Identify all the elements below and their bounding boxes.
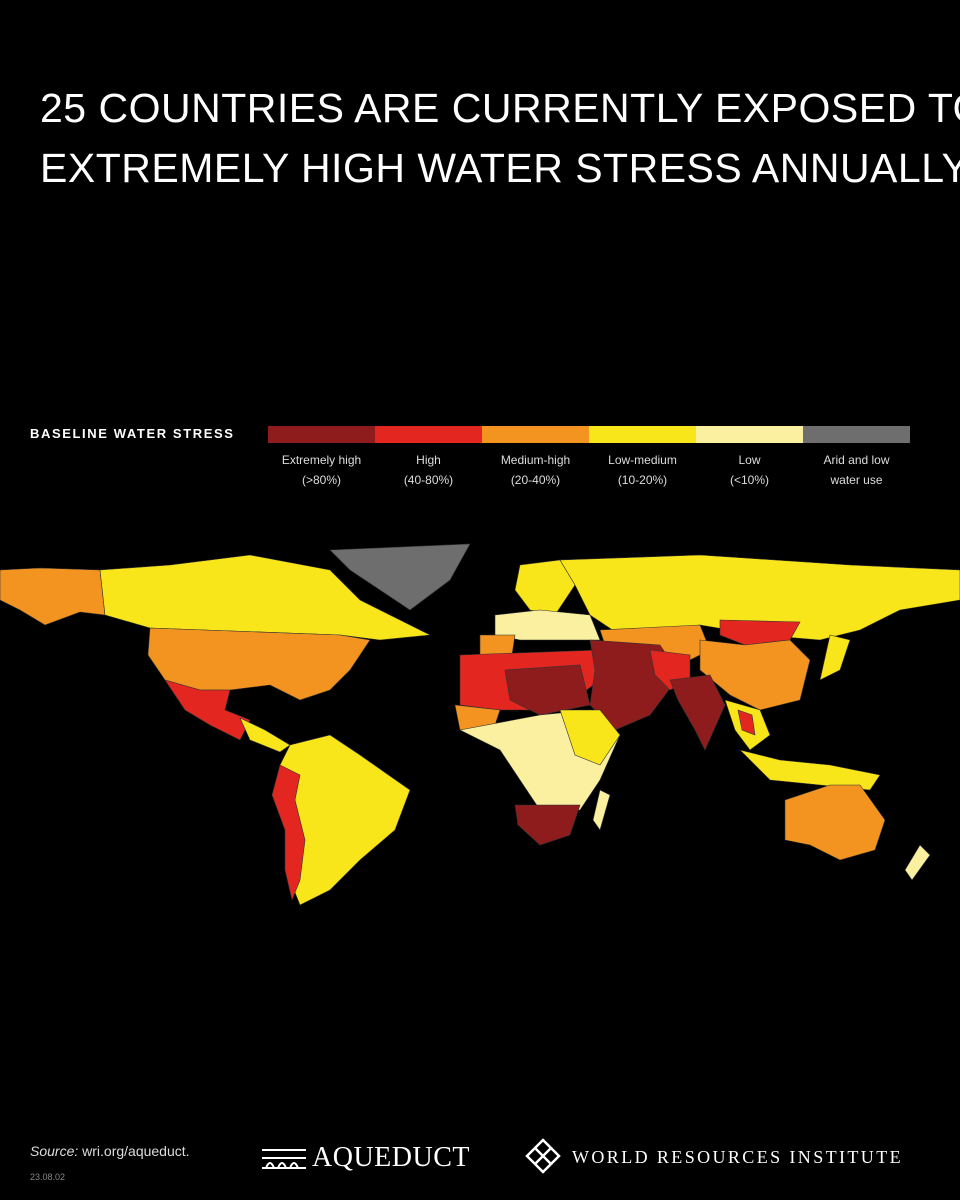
alaska [0,567,106,626]
legend-label: Low-medium (10-20%) [589,450,696,490]
india [669,674,726,751]
japan [819,634,851,681]
iberia [479,634,516,656]
legend-swatch [375,426,482,443]
title-line: EXTREMELY HIGH WATER STRESS ANNUALLY [40,145,960,191]
australia [784,784,886,861]
legend-range-text: (<10%) [729,473,770,487]
legend-swatch [268,426,375,443]
legend-range-text: (40-80%) [403,473,454,487]
legend-label: Arid and low water use [803,450,910,490]
date: 23.08.02 [30,1172,66,1182]
southern-africa [514,804,581,846]
legend-label: Medium-high (20-40%) [482,450,589,490]
source: Source: wri.org/aqueduct. [30,1143,190,1159]
legend-label-text: Low-medium [608,453,677,467]
usa [147,627,371,701]
legend-swatch [803,426,910,443]
aqueduct-icon [262,1149,306,1169]
legend-label-text: Extremely high [281,453,362,467]
legend-swatch [696,426,803,443]
legend-swatch [589,426,696,443]
logo-aqueduct: AQUEDUCT [312,1142,470,1173]
wri-icon [525,1138,561,1174]
greenland [329,543,471,611]
new-zealand [904,844,931,881]
russia [559,554,960,641]
legend-label-text: Low [738,453,761,467]
indonesia [739,749,881,791]
central-america [239,717,291,753]
title-line: 25 COUNTRIES ARE CURRENTLY EXPOSED TO [40,85,960,131]
legend-range-text: water use [830,473,883,487]
source-label: Source: [30,1143,79,1159]
east-africa [559,709,621,766]
mexico [164,679,251,741]
legend-range-text: (20-40%) [510,473,561,487]
andes-west [271,764,306,901]
legend-label: Extremely high (>80%) [268,450,375,490]
thailand [737,709,756,736]
logo-wri: WORLD RESOURCES INSTITUTE [572,1147,903,1167]
legend-label-text: Arid and low [823,453,890,467]
title: 25 COUNTRIES ARE CURRENTLY EXPOSED TO EX… [40,78,960,198]
legend-label: Low (<10%) [696,450,803,490]
source-url: wri.org/aqueduct. [82,1143,190,1159]
canada [99,554,432,641]
legend-swatch [482,426,589,443]
legend-heading: BASELINE WATER STRESS [30,426,235,441]
legend-label-text: Medium-high [500,453,571,467]
world-map [0,543,960,906]
legend-range-text: (10-20%) [617,473,668,487]
legend-label: High (40-80%) [375,450,482,490]
madagascar [592,789,611,831]
legend-label-text: High [416,453,441,467]
legend-range-text: (>80%) [301,473,342,487]
